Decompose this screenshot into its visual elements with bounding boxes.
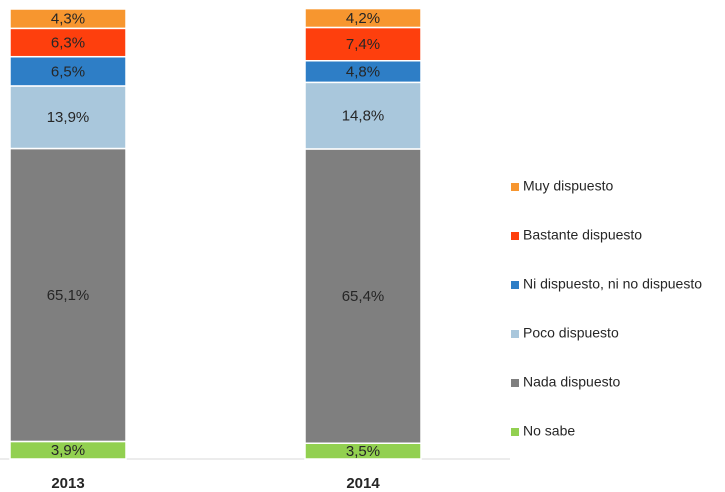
legend-swatch bbox=[511, 183, 519, 191]
legend-swatch bbox=[511, 232, 519, 240]
legend-swatch bbox=[511, 379, 519, 387]
category-label: 2014 bbox=[346, 475, 380, 492]
value-label: 65,4% bbox=[342, 288, 385, 305]
value-label: 3,5% bbox=[346, 443, 380, 460]
value-label: 6,3% bbox=[51, 34, 85, 51]
legend-label: Bastante dispuesto bbox=[523, 227, 642, 243]
value-label: 7,4% bbox=[346, 36, 380, 53]
value-label: 4,3% bbox=[51, 11, 85, 28]
legend-label: Nada dispuesto bbox=[523, 374, 621, 390]
legend-swatch bbox=[511, 428, 519, 436]
legend-label: Ni dispuesto, ni no dispuesto bbox=[523, 276, 702, 292]
chart: 3,9% 65,1% 13,9% 6,5% 6,3% 4,3% 2013 3,5% 65,4% 1… bbox=[0, 0, 725, 492]
value-label: 3,9% bbox=[51, 442, 85, 459]
category-label: 2013 bbox=[51, 475, 84, 492]
value-label: 13,9% bbox=[47, 109, 90, 126]
legend-label: Muy dispuesto bbox=[523, 178, 613, 194]
value-label: 4,8% bbox=[346, 64, 380, 81]
legend-swatch bbox=[511, 281, 519, 289]
value-label: 14,8% bbox=[342, 108, 385, 125]
value-label: 6,5% bbox=[51, 63, 85, 80]
value-label: 65,1% bbox=[47, 287, 90, 304]
value-label: 4,2% bbox=[346, 10, 380, 27]
legend-label: No sabe bbox=[523, 423, 575, 439]
legend-swatch bbox=[511, 330, 519, 338]
legend-label: Poco dispuesto bbox=[523, 325, 619, 341]
